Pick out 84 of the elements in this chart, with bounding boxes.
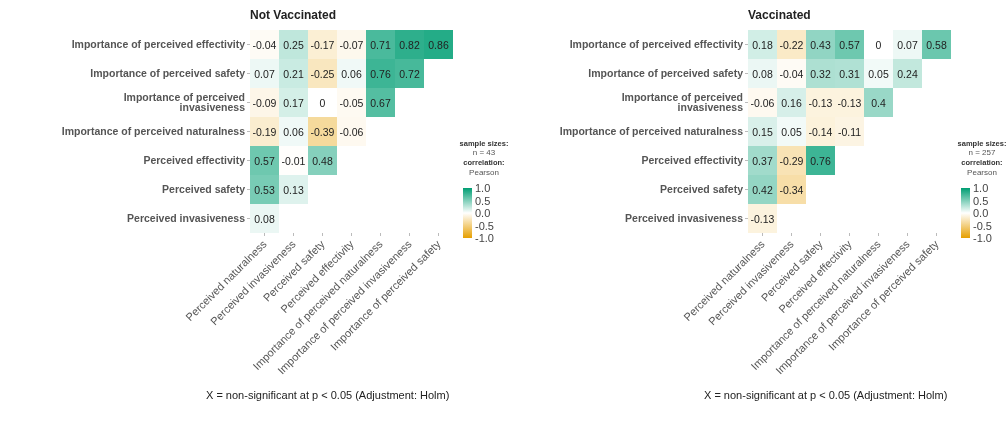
data-label: 0.18 (752, 38, 773, 51)
data-label: -0.22 (779, 38, 804, 51)
data-label: 0.32 (810, 67, 831, 80)
text: X = non-significant at p < 0.05 (Adjustment: Holm) (206, 389, 450, 401)
color-bar-label: 0.5 (475, 194, 491, 207)
color-bar-label: -0.5 (973, 219, 992, 232)
data-label: 0.31 (839, 67, 860, 80)
data-label: 0.86 (428, 38, 449, 51)
data-label: -0.04 (252, 38, 277, 51)
y-tick-label: Importance of perceived invasiveness (621, 90, 744, 114)
data-label: 0.4 (871, 96, 886, 109)
y-tick-label: Perceived invasiveness (127, 212, 246, 225)
y-tick-label: Importance of perceived effectivity (569, 38, 744, 51)
data-label: 0.07 (897, 38, 918, 51)
data-label: 0.15 (752, 125, 773, 138)
data-label: 0.25 (283, 38, 304, 51)
color-bar-label: -1.0 (973, 232, 992, 244)
data-label: -0.34 (779, 183, 804, 196)
data-label: 0.67 (370, 96, 391, 109)
data-label: -0.01 (281, 154, 306, 167)
color-bar-label: 0.5 (973, 194, 989, 207)
data-label: -0.17 (310, 38, 335, 51)
data-label: -0.06 (339, 125, 364, 138)
data-label: 0 (875, 38, 882, 51)
data-label: 0.06 (341, 67, 362, 80)
y-tick-label: Importance of perceived naturalness (559, 125, 744, 138)
data-label: 0.76 (810, 154, 831, 167)
data-label: -0.29 (779, 154, 804, 167)
data-label: 0.08 (254, 212, 275, 225)
data-label: -0.11 (837, 125, 862, 138)
data-label: -0.14 (808, 125, 833, 138)
data-label: 0.13 (283, 183, 304, 196)
data-label: -0.13 (837, 96, 862, 109)
color-bar-label: 1.0 (475, 182, 491, 194)
data-label: -0.13 (750, 212, 775, 225)
color-bar-label: 1.0 (973, 182, 989, 194)
data-label: 0.76 (370, 67, 391, 80)
data-label: 0.48 (312, 154, 333, 167)
y-tick-label: Perceived safety (162, 183, 246, 196)
data-label: 0.08 (752, 67, 773, 80)
data-label: 0.57 (839, 38, 860, 51)
data-label: -0.39 (310, 125, 335, 138)
data-label: 0.05 (868, 67, 889, 80)
data-label: -0.13 (808, 96, 833, 109)
data-label: -0.05 (339, 96, 364, 109)
y-tick-label: Importance of perceived invasiveness (123, 90, 246, 114)
data-label: -0.07 (339, 38, 364, 51)
data-label: 0.16 (781, 96, 802, 109)
data-label: 0.21 (283, 67, 304, 80)
text: X = non-significant at p < 0.05 (Adjustment: Holm) (704, 389, 948, 401)
color-bar-label: 0.0 (475, 207, 491, 219)
color-bar-label: 0.0 (973, 207, 989, 219)
data-label: 0.05 (781, 125, 802, 138)
data-label: 0.17 (283, 96, 304, 109)
y-tick-label: Perceived safety (660, 183, 744, 196)
data-label: 0.37 (752, 154, 773, 167)
y-tick-label: Importance of perceived safety (588, 67, 744, 80)
y-tick-label: Importance of perceived safety (90, 67, 246, 80)
data-label: 0.42 (752, 183, 773, 196)
data-label: 0.58 (926, 38, 947, 51)
data-label: 0.53 (254, 183, 275, 196)
color-bar-label: -1.0 (475, 232, 494, 244)
y-tick-label: Perceived effectivity (143, 154, 246, 167)
chart-title: Not Vaccinated (250, 8, 338, 24)
data-label: 0.06 (283, 125, 304, 138)
color-bar-label: -0.5 (475, 219, 494, 232)
data-label: 0.82 (399, 38, 420, 51)
data-label: -0.19 (252, 125, 277, 138)
chart-title: Vaccinated (748, 8, 812, 24)
y-tick-label: Importance of perceived naturalness (61, 125, 246, 138)
y-tick-label: Importance of perceived effectivity (71, 38, 246, 51)
data-label: 0.57 (254, 154, 275, 167)
data-label: -0.25 (310, 67, 335, 80)
y-tick-label: Perceived invasiveness (625, 212, 744, 225)
data-label: 0.07 (254, 67, 275, 80)
data-label: 0.72 (399, 67, 420, 80)
data-label: -0.06 (750, 96, 775, 109)
data-label: 0.71 (370, 38, 391, 51)
data-label: 0.24 (897, 67, 918, 80)
data-label: -0.09 (252, 96, 277, 109)
data-label: 0.43 (810, 38, 831, 51)
data-label: 0 (319, 96, 326, 109)
data-label: -0.04 (779, 67, 804, 80)
y-tick-label: Perceived effectivity (641, 154, 744, 167)
